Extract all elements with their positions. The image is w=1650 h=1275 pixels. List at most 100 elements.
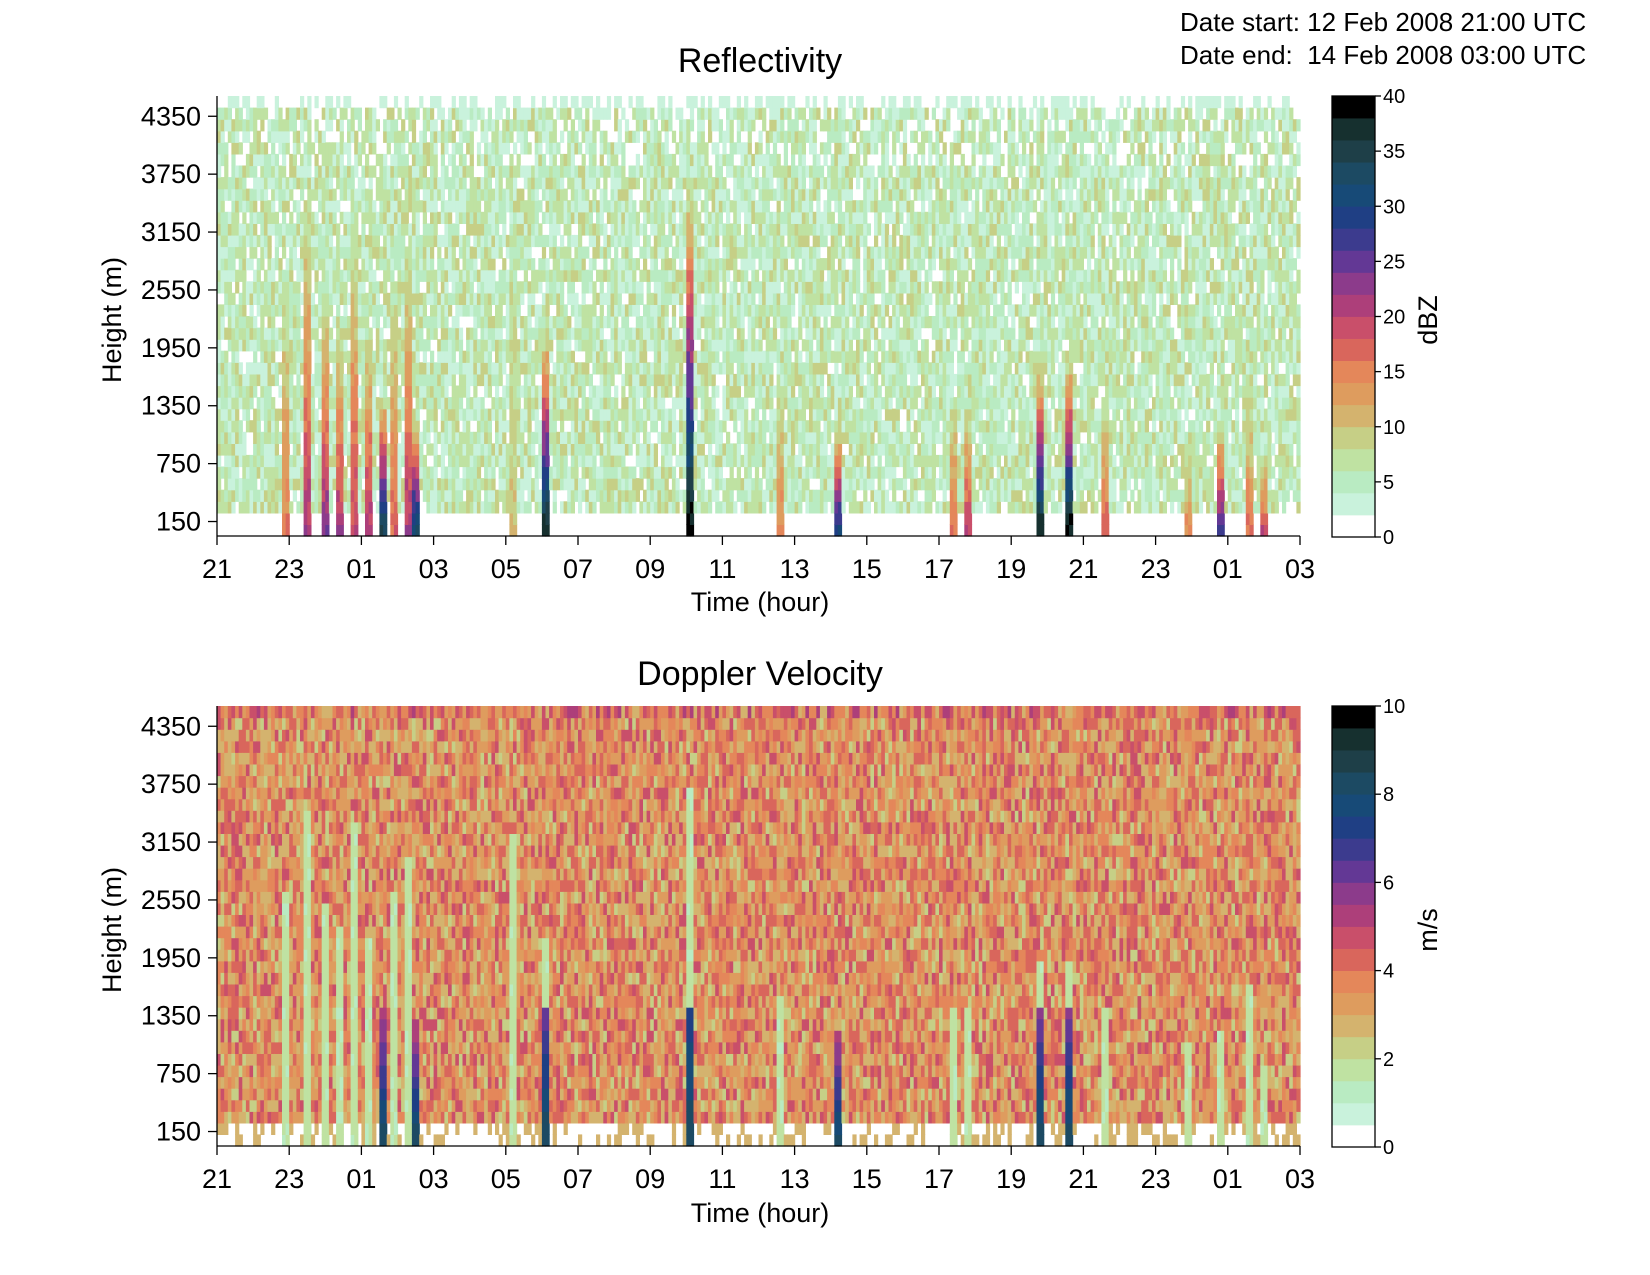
heatmap-cell [582,189,586,201]
heatmap-cell [351,374,355,386]
heatmap-cell [766,467,770,479]
heatmap-cell [769,432,773,444]
heatmap-cell [325,432,329,444]
heatmap-cell [560,478,564,490]
heatmap-cell [282,513,286,525]
heatmap-cell [607,409,611,421]
heatmap-cell [340,478,344,490]
heatmap-cell [372,200,376,212]
heatmap-cell [578,490,582,502]
heatmap-cell [307,513,311,525]
heatmap-cell [365,189,369,201]
heatmap-cell [542,247,546,259]
heatmap-cell [311,490,315,502]
heatmap-cell [621,223,625,235]
heatmap-cell [488,235,492,247]
heatmap-cell [726,212,730,224]
heatmap-cell [694,397,698,409]
heatmap-cell [477,108,481,120]
heatmap-cell [690,293,694,305]
heatmap-cell [730,501,734,513]
heatmap-cell [741,281,745,293]
heatmap-cell [596,432,600,444]
heatmap-cell [766,131,770,143]
heatmap-cell [289,386,293,398]
heatmap-cell [686,524,690,536]
heatmap-cell [235,397,239,409]
heatmap-cell [224,281,228,293]
heatmap-cell [650,409,654,421]
heatmap-cell [325,189,329,201]
heatmap-cell [614,304,618,316]
heatmap-cell [231,397,235,409]
heatmap-cell [629,443,633,455]
heatmap-cell [517,420,521,432]
heatmap-cell [751,235,755,247]
heatmap-cell [224,478,228,490]
heatmap-cell [224,432,228,444]
heatmap-cell [708,455,712,467]
heatmap-cell [430,212,434,224]
heatmap-cell [228,362,232,374]
heatmap-cell [560,316,564,328]
heatmap-cell [546,386,550,398]
heatmap-cell [744,432,748,444]
heatmap-cell [607,490,611,502]
heatmap-cell [343,166,347,178]
heatmap-cell [625,119,629,131]
heatmap-cell [621,501,625,513]
heatmap-cell [665,258,669,270]
heatmap-cell [733,339,737,351]
heatmap-cell [434,96,438,108]
heatmap-cell [719,501,723,513]
heatmap-cell [394,524,398,536]
heatmap-cell [578,409,582,421]
heatmap-cell [304,200,308,212]
heatmap-cell [365,119,369,131]
heatmap-cell [484,362,488,374]
heatmap-cell [379,490,383,502]
heatmap-cell [239,270,243,282]
heatmap-cell [221,247,225,259]
heatmap-cell [600,247,604,259]
heatmap-cell [372,478,376,490]
heatmap-cell [780,467,784,479]
heatmap-cell [582,409,586,421]
heatmap-cell [741,108,745,120]
heatmap-cell [726,166,730,178]
heatmap-cell [531,362,535,374]
heatmap-cell [769,96,773,108]
heatmap-cell [401,200,405,212]
heatmap-cell [524,467,528,479]
heatmap-cell [398,131,402,143]
heatmap-cell [795,108,799,120]
heatmap-cell [325,223,329,235]
heatmap-cell [726,154,730,166]
heatmap-cell [766,154,770,166]
heatmap-cell [787,212,791,224]
heatmap-cell [470,247,474,259]
heatmap-cell [257,409,261,421]
heatmap-cell [260,223,264,235]
heatmap-cell [282,270,286,282]
heatmap-cell [250,467,254,479]
heatmap-cell [654,223,658,235]
heatmap-cell [748,467,752,479]
heatmap-cell [589,501,593,513]
heatmap-cell [567,258,571,270]
heatmap-cell [546,281,550,293]
heatmap-cell [611,478,615,490]
heatmap-cell [412,177,416,189]
heatmap-cell [625,131,629,143]
heatmap-cell [426,189,430,201]
heatmap-cell [621,478,625,490]
heatmap-cell [509,420,513,432]
heatmap-cell [224,142,228,154]
heatmap-cell [239,223,243,235]
heatmap-cell [636,96,640,108]
heatmap-cell [499,96,503,108]
heatmap-cell [737,247,741,259]
heatmap-cell [470,351,474,363]
heatmap-cell [387,270,391,282]
heatmap-cell [343,478,347,490]
